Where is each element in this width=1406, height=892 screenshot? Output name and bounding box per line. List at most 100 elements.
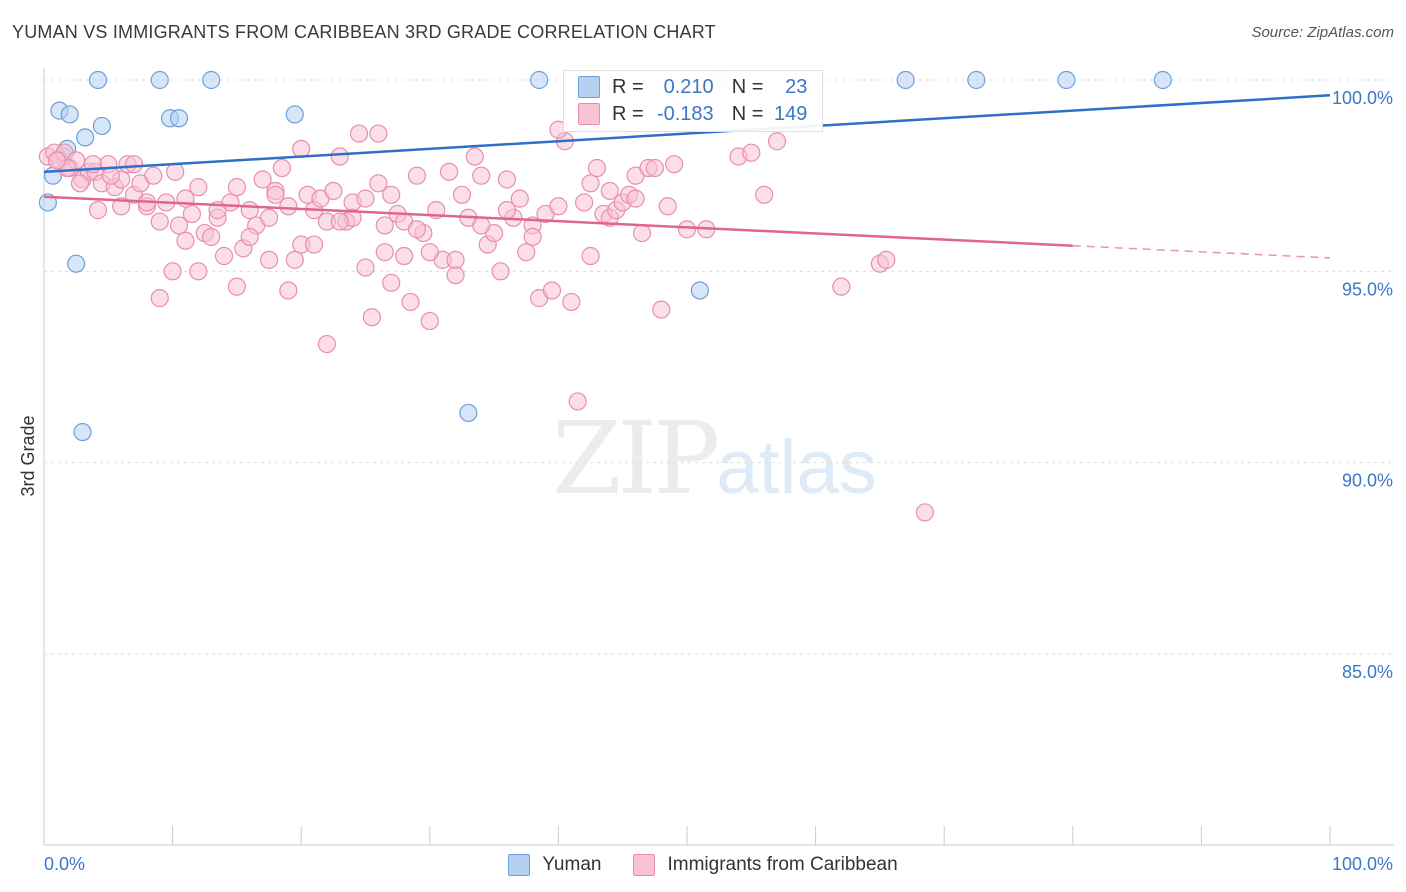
x-tick-label: 0.0% xyxy=(44,854,85,874)
yuman-point xyxy=(1057,70,1076,90)
n-label: N = xyxy=(731,102,764,125)
caribbean-swatch xyxy=(578,103,600,125)
caribbean-point xyxy=(349,124,369,143)
yuman-point xyxy=(169,109,189,128)
yuman-legend-swatch xyxy=(508,854,531,876)
caribbean-point xyxy=(240,227,259,246)
caribbean-point xyxy=(755,185,774,204)
caribbean-point xyxy=(362,308,382,327)
caribbean-point xyxy=(324,181,343,201)
yuman-point xyxy=(92,116,111,136)
caribbean-point xyxy=(407,166,427,185)
yuman-point xyxy=(690,281,709,300)
yuman-point xyxy=(150,70,169,90)
yuman-point xyxy=(73,422,92,442)
caribbean-r-value: -0.183 xyxy=(656,102,714,125)
caribbean-point xyxy=(446,266,465,285)
caribbean-point xyxy=(70,174,90,193)
caribbean-point xyxy=(317,334,337,354)
caribbean-point xyxy=(272,158,292,178)
caribbean-point xyxy=(472,166,491,185)
caribbean-point xyxy=(169,216,189,235)
caribbean-point xyxy=(407,220,427,239)
caribbean-point xyxy=(523,227,542,246)
legend-row-caribbean: R = -0.183 N = 149 xyxy=(578,101,807,127)
yuman-swatch xyxy=(578,76,600,98)
caribbean-point xyxy=(562,292,581,312)
caribbean-point xyxy=(356,189,375,208)
caribbean-point xyxy=(227,178,246,197)
y-tick-label: 85.0% xyxy=(1342,662,1393,682)
caribbean-point xyxy=(767,132,787,151)
caribbean-point xyxy=(382,185,401,204)
caribbean-point xyxy=(626,189,645,208)
yuman-point xyxy=(60,105,79,124)
caribbean-point xyxy=(832,277,851,296)
caribbean-point xyxy=(510,189,529,208)
caribbean-point xyxy=(446,250,465,269)
caribbean-point xyxy=(166,162,185,181)
caribbean-point xyxy=(369,174,388,193)
caribbean-point xyxy=(279,197,298,216)
caribbean-point xyxy=(581,246,600,266)
watermark-atlas: atlas xyxy=(716,425,877,510)
caribbean-point xyxy=(259,208,279,227)
caribbean-point xyxy=(600,181,619,201)
caribbean-point xyxy=(491,262,510,281)
caribbean-point xyxy=(517,243,536,262)
yuman-point xyxy=(88,70,108,90)
caribbean-point xyxy=(292,139,311,158)
correlation-legend: R = 0.210 N = 23 R = -0.183 N = 149 xyxy=(563,70,823,132)
y-tick-label: 95.0% xyxy=(1342,279,1393,299)
yuman-point xyxy=(896,70,915,90)
chart-title: YUMAN VS IMMIGRANTS FROM CARIBBEAN 3RD G… xyxy=(12,22,716,42)
caribbean-point xyxy=(330,147,349,166)
caribbean-point xyxy=(742,143,761,162)
y-tick-label: 100.0% xyxy=(1332,88,1393,108)
n-label: N = xyxy=(731,75,764,98)
caribbean-point xyxy=(150,212,169,231)
yuman-point xyxy=(967,70,986,90)
caribbean-point xyxy=(497,170,517,189)
caribbean-point xyxy=(144,166,163,185)
caribbean-point xyxy=(279,281,298,300)
yuman-point xyxy=(459,403,478,423)
caribbean-point xyxy=(266,185,285,204)
caribbean-point xyxy=(382,273,401,292)
y-axis-label: 3rd Grade xyxy=(18,415,38,496)
caribbean-point xyxy=(439,162,459,181)
caribbean-point xyxy=(375,243,394,262)
caribbean-point xyxy=(112,197,131,216)
caribbean-point xyxy=(915,503,935,522)
caribbean-point xyxy=(568,392,587,411)
yuman-r-value: 0.210 xyxy=(663,75,714,98)
caribbean-point xyxy=(227,277,246,296)
caribbean-point xyxy=(587,158,607,178)
caribbean-point xyxy=(304,235,324,254)
legend-item-yuman[interactable]: Yuman xyxy=(508,854,601,876)
caribbean-point xyxy=(658,197,677,216)
caribbean-legend-swatch xyxy=(633,854,656,876)
caribbean-point xyxy=(465,147,484,166)
caribbean-point xyxy=(632,223,652,243)
caribbean-point xyxy=(240,201,259,220)
caribbean-point xyxy=(259,250,279,269)
yuman-point xyxy=(202,70,221,90)
series-legend: Yuman Immigrants from Caribbean xyxy=(0,852,1406,878)
caribbean-point xyxy=(542,281,562,300)
caribbean-point xyxy=(472,216,491,235)
caribbean-trend-line-extension xyxy=(1072,244,1331,259)
legend-item-caribbean[interactable]: Immigrants from Caribbean xyxy=(633,854,898,876)
caribbean-point xyxy=(665,155,684,174)
legend-row-yuman: R = 0.210 N = 23 xyxy=(578,74,807,100)
caribbean-point xyxy=(549,197,568,216)
caribbean-point xyxy=(214,246,234,266)
caribbean-point xyxy=(645,158,664,178)
watermark-zip: ZIP xyxy=(552,400,720,517)
caribbean-point xyxy=(401,292,420,312)
caribbean-point xyxy=(677,220,697,239)
caribbean-point xyxy=(420,243,439,262)
caribbean-point xyxy=(575,193,594,212)
yuman-point xyxy=(76,128,95,147)
caribbean-point xyxy=(124,155,144,174)
